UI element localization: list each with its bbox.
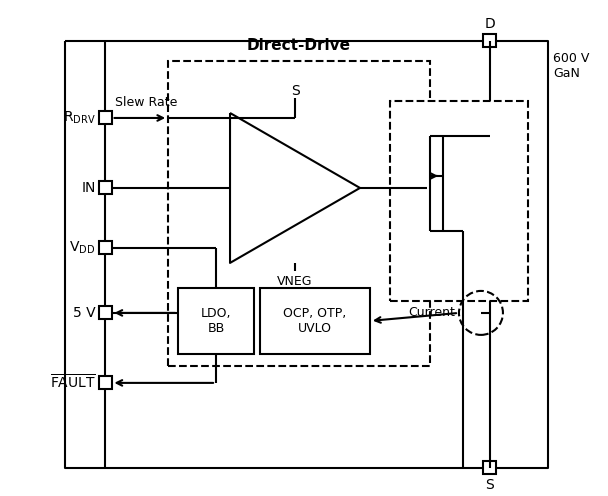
Bar xyxy=(98,376,111,389)
Bar xyxy=(98,182,111,194)
Bar xyxy=(483,35,497,48)
Text: S: S xyxy=(291,84,299,98)
Text: VNEG: VNEG xyxy=(277,275,313,288)
Bar xyxy=(390,101,528,301)
Text: 600 V
GaN: 600 V GaN xyxy=(553,52,589,80)
Text: S: S xyxy=(486,478,494,492)
Text: R$_{\rm DRV}$: R$_{\rm DRV}$ xyxy=(63,110,95,126)
Text: IN: IN xyxy=(81,181,95,195)
Text: D: D xyxy=(485,17,496,31)
Bar xyxy=(98,242,111,254)
Bar xyxy=(178,288,254,354)
Text: Direct-Drive: Direct-Drive xyxy=(247,38,351,53)
Text: OCP, OTP,
UVLO: OCP, OTP, UVLO xyxy=(283,307,347,335)
Bar xyxy=(98,112,111,124)
Bar xyxy=(168,61,430,366)
Text: $\overline{\rm FAULT}$: $\overline{\rm FAULT}$ xyxy=(50,374,95,392)
Text: LDO,
BB: LDO, BB xyxy=(201,307,231,335)
Bar xyxy=(98,307,111,319)
Text: Current: Current xyxy=(408,307,455,319)
Text: Slew Rate: Slew Rate xyxy=(114,96,177,110)
Bar xyxy=(260,288,370,354)
Text: V$_{\rm DD}$: V$_{\rm DD}$ xyxy=(69,240,95,256)
Bar xyxy=(483,461,497,474)
Text: 5 V: 5 V xyxy=(73,306,95,320)
